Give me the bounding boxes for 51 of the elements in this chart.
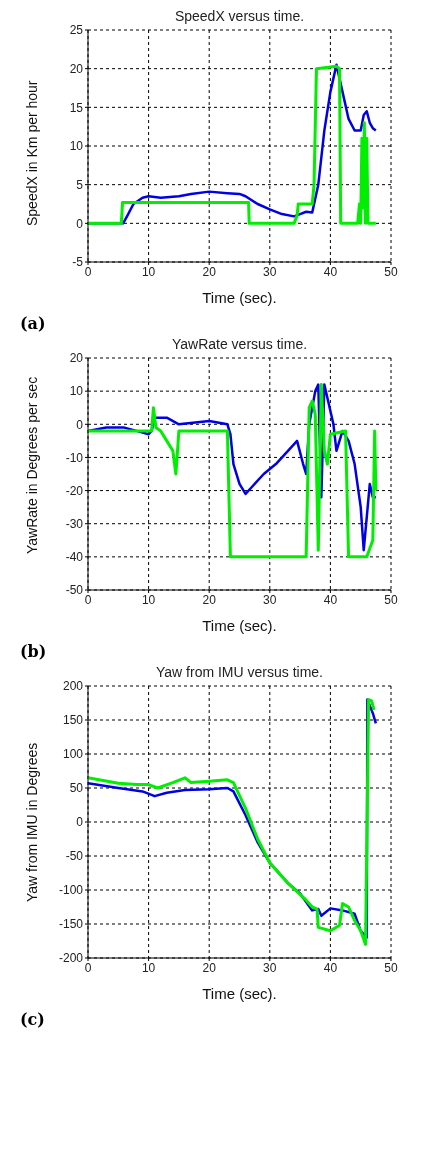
y-tick-label: 0 [76,815,84,830]
x-axis-title: Time (sec). [202,616,277,634]
y-tick-label: 10 [69,139,84,154]
y-tick-label: -50 [65,849,84,864]
x-axis-title: Time (sec). [202,288,277,306]
y-tick-label: 10 [69,384,84,399]
y-tick-label: -10 [65,450,84,465]
y-tick-label: -40 [65,550,84,565]
y-tick-label: 25 [69,23,84,38]
x-tick-label: 10 [141,264,156,279]
y-tick-label: -5 [72,255,84,270]
x-tick-label: 10 [141,960,156,975]
y-tick-label: 5 [76,177,84,192]
x-tick-label: 30 [263,960,277,975]
y-axis-title: SpeedX in Km per hour [23,80,40,226]
x-tick-label: 40 [323,960,338,975]
x-tick-label: 10 [141,592,156,607]
text: (c) [19,1010,46,1030]
x-tick-label: 50 [384,592,398,607]
chart-title: Yaw from IMU versus time. [155,664,324,680]
y-axis-title: YawRate in Degrees per sec [23,376,40,554]
y-tick-label: 20 [69,351,84,366]
chart-title: YawRate versus time. [170,336,309,352]
x-tick-label: 20 [202,960,217,975]
y-tick-label: 200 [62,679,84,694]
text: (a) [19,314,47,334]
y-tick-label: -30 [65,516,84,531]
x-tick-label: 20 [202,264,217,279]
y-tick-label: -100 [58,883,84,898]
chart-title: SpeedX versus time. [173,8,306,24]
y-tick-label: 20 [69,61,84,76]
text: (b) [19,642,48,662]
y-tick-label: -200 [58,951,84,966]
x-tick-label: 20 [202,592,217,607]
x-axis-title: Time (sec). [202,984,277,1002]
y-axis-title: Yaw from IMU in Degrees [23,742,40,902]
y-tick-label: 150 [62,713,84,728]
x-tick-label: 50 [384,960,398,975]
y-tick-label: 100 [62,747,84,762]
x-tick-label: 40 [323,264,338,279]
y-tick-label: -150 [58,917,84,932]
x-tick-label: 40 [323,592,338,607]
y-tick-label: 0 [76,216,84,231]
y-tick-label: -50 [65,583,84,598]
y-tick-label: 0 [76,417,84,432]
y-tick-label: -20 [65,483,84,498]
x-tick-label: 30 [263,592,277,607]
x-tick-label: 50 [384,264,398,279]
y-tick-label: 15 [69,100,84,115]
y-tick-label: 50 [69,781,84,796]
x-tick-label: 30 [263,264,277,279]
